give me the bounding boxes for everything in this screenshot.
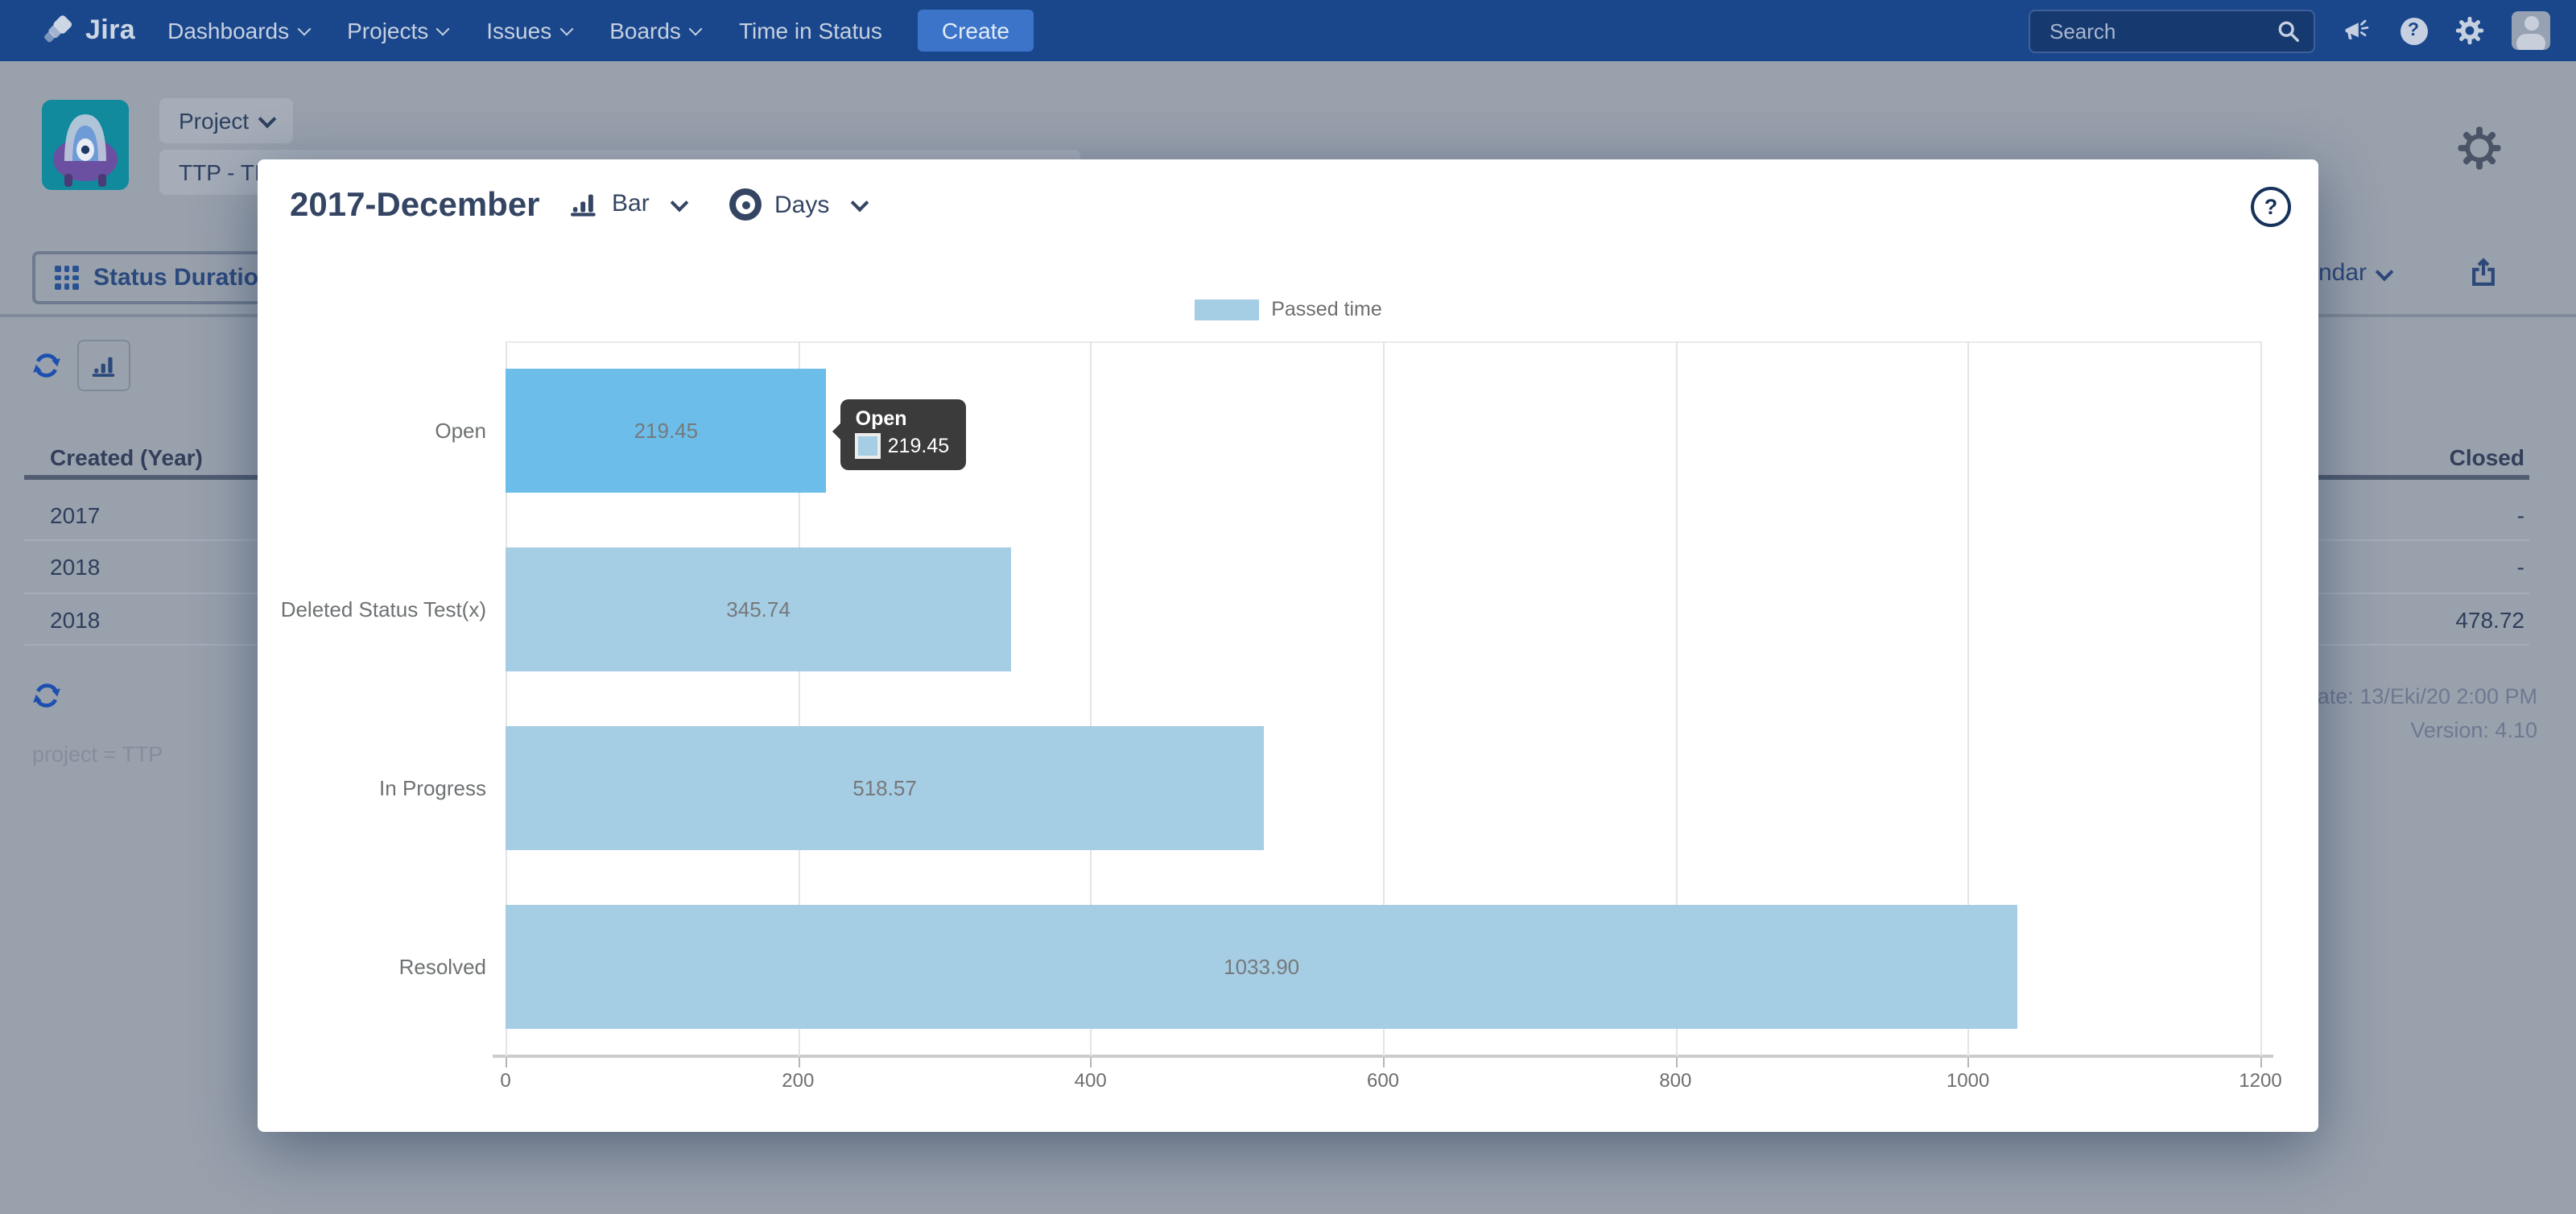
announcement-icon[interactable] xyxy=(2343,16,2372,45)
bar-chart-icon xyxy=(570,194,596,217)
chart-view-toggle-button[interactable] xyxy=(77,340,130,391)
bar-deleted-status-test-x-[interactable] xyxy=(506,547,1012,671)
user-avatar[interactable] xyxy=(2512,11,2550,50)
chevron-down-icon xyxy=(688,21,703,35)
dialog-title: 2017-December xyxy=(290,187,540,224)
jira-mark-icon xyxy=(44,15,72,43)
chart-dialog: 2017-December Bar Days ? Passed time xyxy=(258,159,2318,1132)
target-circle-icon xyxy=(729,188,762,221)
tooltip-title: Open xyxy=(855,407,907,430)
chart-tooltip: Open 219.45 xyxy=(832,399,966,470)
gridline xyxy=(2260,341,2262,1056)
x-tick-label: 0 xyxy=(500,1069,511,1092)
table-cell: 2018 xyxy=(50,554,101,580)
x-tick-label: 800 xyxy=(1659,1069,1692,1092)
bar-resolved[interactable] xyxy=(506,905,2018,1029)
x-tick-label: 400 xyxy=(1074,1069,1107,1092)
filter-query-text: project = TTP xyxy=(32,742,163,766)
axis-tick xyxy=(1090,1058,1092,1067)
chevron-down-icon xyxy=(851,193,869,213)
gridline xyxy=(1383,341,1385,1056)
table-header-created-year: Created (Year) xyxy=(50,444,203,470)
report-date-text: rt Date: 13/Eki/20 2:00 PM xyxy=(2282,684,2537,708)
category-label: In Progress xyxy=(379,776,486,800)
x-axis-line xyxy=(493,1055,2273,1058)
x-tick-label: 600 xyxy=(1366,1069,1400,1092)
dialog-help-icon[interactable]: ? xyxy=(2251,187,2291,227)
table-cell: - xyxy=(2516,502,2524,528)
axis-tick xyxy=(1675,1058,1678,1067)
gridline xyxy=(798,341,800,1056)
x-tick-label: 1000 xyxy=(1946,1069,1990,1092)
chevron-down-icon xyxy=(2375,262,2394,281)
nav-item-projects[interactable]: Projects xyxy=(347,18,450,43)
category-label: Deleted Status Test(x) xyxy=(280,597,486,621)
category-label: Open xyxy=(435,419,486,443)
gridline xyxy=(506,341,507,1056)
gridline xyxy=(1675,341,1678,1056)
tooltip-value: 219.45 xyxy=(887,435,950,457)
chevron-down-icon xyxy=(671,192,690,212)
calendar-dropdown[interactable]: ndar xyxy=(2318,259,2394,287)
bar-open[interactable] xyxy=(506,369,827,493)
category-label: Resolved xyxy=(398,955,486,979)
chevron-down-icon xyxy=(296,21,311,35)
table-cell: 478.72 xyxy=(2455,607,2524,633)
project-avatar[interactable] xyxy=(42,100,129,190)
chevron-down-icon xyxy=(436,21,450,35)
version-text: Version: 4.10 xyxy=(2410,718,2537,742)
legend-swatch xyxy=(1194,299,1259,320)
project-switcher-dropdown[interactable]: Project xyxy=(159,98,293,143)
axis-tick xyxy=(798,1058,800,1067)
gridline xyxy=(1090,341,1092,1056)
table-header-closed: Closed xyxy=(2449,444,2524,470)
nav-item-time-in-status[interactable]: Time in Status xyxy=(738,18,882,43)
table-cell: 2018 xyxy=(50,607,101,633)
nav-item-dashboards[interactable]: Dashboards xyxy=(167,18,311,43)
page-settings-gear-icon[interactable] xyxy=(2457,126,2502,171)
nav-item-issues[interactable]: Issues xyxy=(486,18,573,43)
nav-item-boards[interactable]: Boards xyxy=(609,18,703,43)
navbar-right: ? xyxy=(2029,9,2550,52)
chart-legend[interactable]: Passed time xyxy=(258,298,2318,320)
chart-type-dropdown[interactable]: Bar xyxy=(568,190,690,217)
table-cell: 2017 xyxy=(50,502,101,528)
search-input[interactable] xyxy=(2046,17,2277,44)
brand-text: Jira xyxy=(85,14,136,45)
project-avatar-icon xyxy=(53,114,118,187)
unit-dropdown[interactable]: Days xyxy=(729,188,869,221)
bar-in-progress[interactable] xyxy=(506,726,1265,850)
bar-chart-icon xyxy=(92,357,115,377)
axis-tick xyxy=(1967,1058,1970,1067)
jira-logo[interactable]: Jira xyxy=(42,14,135,47)
bar-value-label: 518.57 xyxy=(852,776,917,800)
bar-value-label: 219.45 xyxy=(634,419,699,443)
chevron-down-icon xyxy=(559,21,573,35)
table-cell: - xyxy=(2516,554,2524,580)
create-button[interactable]: Create xyxy=(917,10,1034,52)
refresh-icon[interactable] xyxy=(32,681,61,710)
top-navbar: Jira Dashboards Projects Issues Boards T… xyxy=(0,0,2576,61)
axis-tick xyxy=(1383,1058,1385,1067)
legend-label: Passed time xyxy=(1271,298,1382,320)
axis-tick xyxy=(2260,1058,2262,1067)
bar-value-label: 345.74 xyxy=(726,597,791,621)
gridline xyxy=(1967,341,1970,1056)
tooltip-swatch xyxy=(855,433,881,459)
grid-icon xyxy=(55,266,79,290)
refresh-icon[interactable] xyxy=(32,351,61,380)
axis-tick xyxy=(506,1058,507,1067)
x-tick-label: 1200 xyxy=(2239,1069,2282,1092)
settings-gear-icon[interactable] xyxy=(2455,16,2484,45)
bar-value-label: 1033.90 xyxy=(1224,955,1300,979)
nav-links: Dashboards Projects Issues Boards Time i… xyxy=(167,18,882,43)
export-share-icon[interactable] xyxy=(2468,258,2499,288)
chevron-down-icon xyxy=(257,109,276,129)
x-tick-label: 200 xyxy=(782,1069,815,1092)
search-icon xyxy=(2278,20,2299,41)
search-box[interactable] xyxy=(2029,9,2315,52)
bar-chart-plot: Open 219.45 0 200 400 600 800 1000 1200 Open 219… xyxy=(281,341,2282,1092)
help-icon[interactable]: ? xyxy=(2399,16,2428,45)
